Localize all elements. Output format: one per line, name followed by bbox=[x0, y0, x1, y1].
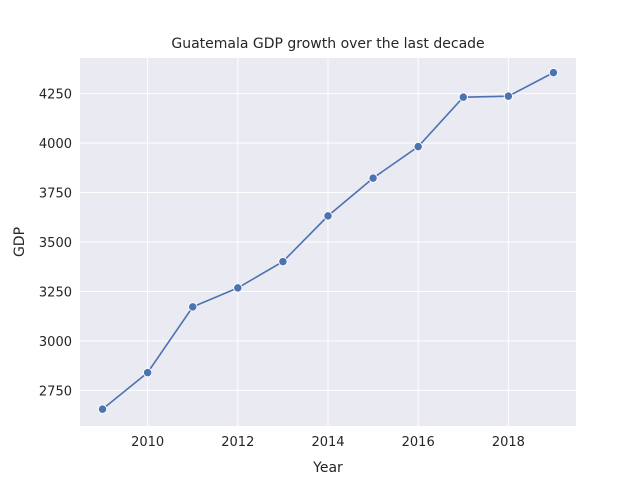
data-point bbox=[548, 67, 559, 78]
y-tick-label: 4250 bbox=[39, 88, 72, 103]
data-point bbox=[323, 211, 333, 221]
data-point bbox=[278, 256, 288, 267]
y-tick-label: 2750 bbox=[39, 384, 72, 399]
x-tick-label: 2018 bbox=[492, 435, 525, 450]
series-layer bbox=[97, 67, 559, 414]
x-tick-label: 2010 bbox=[131, 435, 164, 450]
chart-title: Guatemala GDP growth over the last decad… bbox=[171, 36, 484, 52]
y-axis-label: GDP bbox=[12, 227, 28, 257]
data-point bbox=[503, 91, 514, 101]
x-axis-ticks: 2010 2012 2014 2016 2018 bbox=[131, 435, 525, 450]
y-tick-label: 3000 bbox=[39, 335, 72, 350]
data-point bbox=[97, 404, 108, 414]
x-tick-label: 2014 bbox=[311, 435, 344, 450]
y-tick-label: 3500 bbox=[39, 236, 72, 251]
y-tick-label: 3250 bbox=[39, 285, 72, 300]
y-axis-ticks: 2750 3000 3250 3500 3750 4000 4250 bbox=[39, 88, 72, 400]
data-point bbox=[413, 141, 423, 152]
x-axis-label: Year bbox=[312, 460, 343, 476]
data-point bbox=[368, 173, 378, 183]
data-point bbox=[233, 283, 243, 293]
x-tick-label: 2016 bbox=[402, 435, 435, 450]
data-point bbox=[188, 302, 198, 312]
y-tick-label: 3750 bbox=[39, 187, 72, 202]
x-tick-label: 2012 bbox=[221, 435, 254, 450]
y-tick-label: 4000 bbox=[39, 137, 72, 152]
data-point bbox=[458, 92, 468, 102]
data-point bbox=[142, 367, 153, 378]
grid-lines bbox=[80, 58, 576, 426]
